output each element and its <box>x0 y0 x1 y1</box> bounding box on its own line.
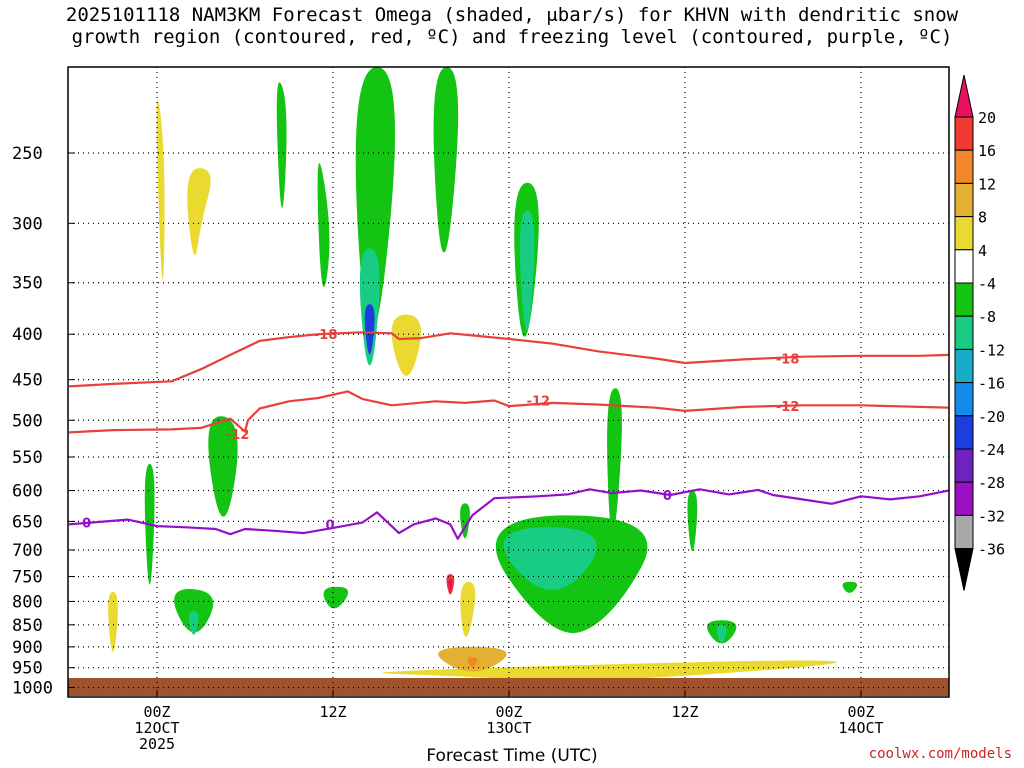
colorbar-bin-7 <box>954 315 974 350</box>
omega-region-17 <box>188 611 199 635</box>
omega-region-20 <box>716 624 727 643</box>
xtick-label-2-0: 00Z <box>495 703 522 721</box>
xtick-label-0-1: 12OCT <box>134 719 179 737</box>
contour-dendritic--12 <box>68 390 949 434</box>
y-axis: 2503003504004505005506006507007508008509… <box>12 144 75 698</box>
ytick-label-800: 800 <box>12 592 43 612</box>
contour-label--18-0: -18 <box>314 328 338 343</box>
omega-region-26 <box>382 660 837 681</box>
colorbar-bin-9 <box>954 382 974 417</box>
xtick-label-0-0: 00Z <box>143 703 170 721</box>
colorbar-bin-4 <box>954 216 974 251</box>
omega-region-2 <box>276 82 287 209</box>
omega-region-25 <box>448 579 453 593</box>
contour-label-0-0: 0 <box>82 517 91 532</box>
ytick-label-450: 450 <box>12 371 43 391</box>
colorbar-bin-2 <box>954 149 974 184</box>
ytick-label-750: 750 <box>12 568 43 588</box>
credit-link[interactable]: coolwx.com/models <box>868 746 1012 762</box>
ytick-label-1000: 1000 <box>12 678 53 698</box>
colorbar-label-6: -8 <box>978 308 996 326</box>
ytick-label-700: 700 <box>12 541 43 561</box>
omega-region-6 <box>364 304 375 355</box>
colorbar-bin-1 <box>954 116 974 151</box>
colorbar-bin-3 <box>954 182 974 218</box>
ytick-label-350: 350 <box>12 274 43 294</box>
ytick-label-950: 950 <box>12 659 43 679</box>
xtick-label-3-0: 12Z <box>671 703 698 721</box>
ytick-label-250: 250 <box>12 144 43 164</box>
xtick-label-4-0: 00Z <box>847 703 874 721</box>
ytick-label-300: 300 <box>12 214 43 234</box>
omega-region-7 <box>433 67 459 253</box>
colorbar-label-9: -20 <box>978 408 1005 426</box>
colorbar-bin-5 <box>954 249 974 284</box>
omega-region-29 <box>108 591 118 652</box>
colorbar-bin-10 <box>954 415 974 450</box>
ytick-label-850: 850 <box>12 616 43 636</box>
colorbar-label-10: -24 <box>978 441 1005 459</box>
omega-region-21 <box>687 490 698 552</box>
colorbar-label-13: -36 <box>978 541 1005 559</box>
contour-label-0-2: 0 <box>663 489 672 504</box>
colorbar-label-0: 20 <box>978 109 996 127</box>
colorbar-bin-6 <box>954 282 974 317</box>
colorbar-label-11: -28 <box>978 474 1005 492</box>
colorbar-bin-13 <box>954 514 974 550</box>
xtick-label-1-0: 12Z <box>319 703 346 721</box>
chart-title-line2: growth region (contoured, red, ºC) and f… <box>71 26 953 48</box>
contour-label-0-1: 0 <box>326 518 335 533</box>
omega-region-28 <box>467 657 478 667</box>
omega-shading-layer <box>108 67 858 681</box>
colorbar-label-4: 4 <box>978 242 987 260</box>
xtick-label-2-1: 13OCT <box>486 719 531 737</box>
colorbar-label-12: -32 <box>978 507 1005 525</box>
contour-freezing-0 <box>68 488 949 540</box>
omega-region-18 <box>323 586 349 609</box>
contour-label--12-0: -12 <box>226 428 250 443</box>
colorbar-cap-top <box>954 74 974 118</box>
omega-region-15 <box>607 388 622 534</box>
colorbar-label-3: 8 <box>978 209 987 227</box>
ytick-label-550: 550 <box>12 448 43 468</box>
ytick-label-400: 400 <box>12 325 43 345</box>
colorbar-label-7: -12 <box>978 341 1005 359</box>
omega-region-14 <box>503 527 597 591</box>
omega-region-16 <box>174 589 214 633</box>
colorbar-bin-12 <box>954 481 974 516</box>
omega-region-9 <box>519 210 535 331</box>
omega-region-11 <box>208 416 238 517</box>
xtick-label-4-1: 14OCT <box>838 719 883 737</box>
xtick-label-0-2: 2025 <box>139 735 175 753</box>
colorbar-label-8: -16 <box>978 375 1005 393</box>
ytick-label-900: 900 <box>12 638 43 658</box>
colorbar-bin-11 <box>954 448 974 483</box>
contour-dendritic--18 <box>68 331 949 388</box>
omega-region-30 <box>460 581 476 637</box>
omega-region-0 <box>156 99 165 281</box>
colorbar-cap-bottom <box>954 548 974 591</box>
colorbar-label-1: 16 <box>978 142 996 160</box>
contour-label--18-1: -18 <box>776 353 800 368</box>
colorbar-bin-8 <box>954 348 974 384</box>
x-axis-title: Forecast Time (UTC) <box>426 746 598 766</box>
colorbar: 20 16 12 8 4 -4 -8 -12 -16 -20 -24 -28 -32 -36 <box>954 74 1005 591</box>
contour-layer: -18 -18 -12 -12 -12 0 0 0 <box>68 328 949 540</box>
omega-region-3 <box>317 163 330 287</box>
omega-region-10 <box>391 314 421 376</box>
ytick-label-600: 600 <box>12 482 43 502</box>
contour-label--12-1: -12 <box>527 394 551 409</box>
ytick-label-650: 650 <box>12 512 43 532</box>
omega-region-23 <box>842 581 858 593</box>
omega-region-1 <box>187 168 211 256</box>
colorbar-label-5: -4 <box>978 275 996 293</box>
chart-title-line1: 2025101118 NAM3KM Forecast Omega (shaded… <box>65 4 959 26</box>
ytick-label-500: 500 <box>12 411 43 431</box>
colorbar-label-2: 12 <box>978 175 996 193</box>
contour-label--12-2: -12 <box>776 400 800 415</box>
